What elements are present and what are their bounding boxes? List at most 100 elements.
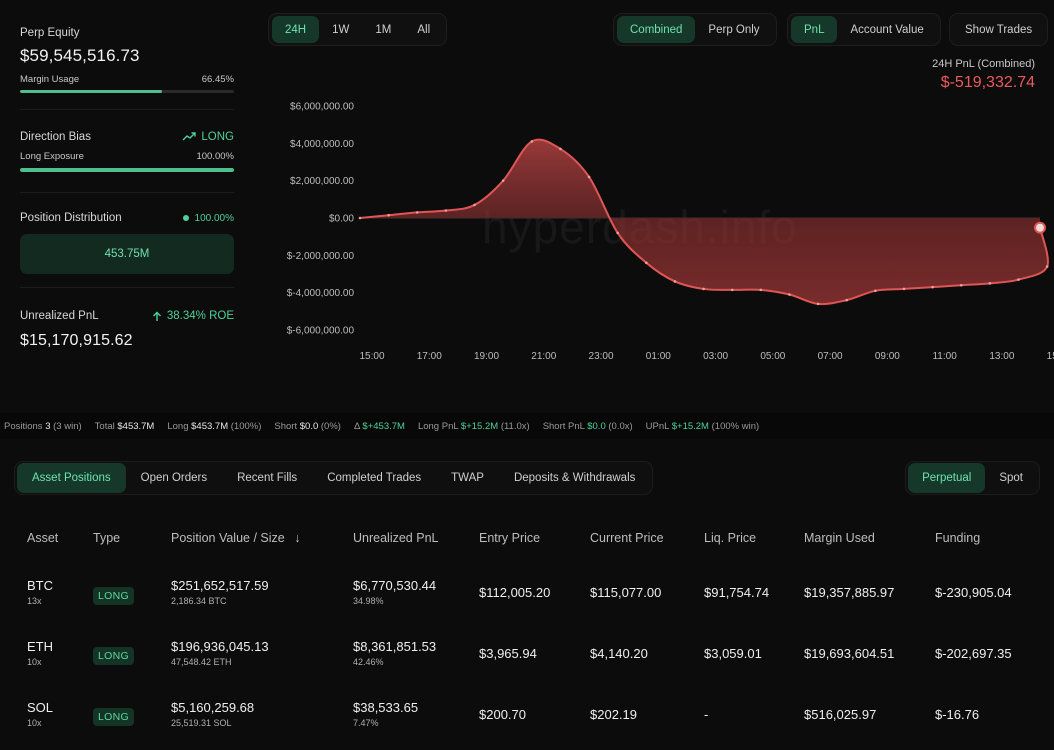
upnl-label: UPnL <box>645 420 670 432</box>
show-trades-button[interactable]: Show Trades <box>965 23 1033 36</box>
pnl-value: $-519,332.74 <box>940 74 1035 91</box>
x-tick-label: 05:00 <box>760 351 785 362</box>
range-tab-24h[interactable]: 24H <box>272 16 320 43</box>
data-point <box>730 288 734 292</box>
data-point <box>473 203 476 207</box>
margin-used: $19,357,885.97 <box>804 585 895 600</box>
pnl-chart[interactable]: $6,000,000.00 $4,000,000.00 $2,000,000.00 $… <box>262 92 1054 372</box>
funding: $-202,697.35 <box>935 646 1012 661</box>
account-summary-panel: Perp Equity $59,545,516.73 Margin Usage … <box>0 0 254 410</box>
tab-deposits-withdrawals[interactable]: Deposits & Withdrawals <box>513 472 636 484</box>
tab-asset-positions[interactable]: Asset Positions <box>17 463 126 493</box>
arrow-up-icon <box>152 311 161 321</box>
position-value: $196,936,045.13 <box>171 639 269 654</box>
range-tab-1w[interactable]: 1W <box>332 23 350 36</box>
header-asset[interactable]: Asset <box>27 531 59 545</box>
long-pnl-ratio: (11.0x) <box>500 420 530 432</box>
pnl-line <box>359 138 1049 306</box>
asset-symbol: SOL <box>27 700 54 715</box>
mode-tab-combined[interactable]: Combined <box>617 16 696 43</box>
long-pnl-label: Long PnL <box>417 420 459 432</box>
short-value: $0.0 <box>299 420 319 432</box>
x-tick-label: 11:00 <box>932 351 957 362</box>
data-point <box>645 261 648 265</box>
y-axis: $6,000,000.00 $4,000,000.00 $2,000,000.00 $… <box>287 102 355 337</box>
mode-tab-perp-only[interactable]: Perp Only <box>708 23 760 36</box>
positions-summary-strip: Positions 3 (3 win) Total $453.7M Long $… <box>0 413 1054 439</box>
x-axis: 15:00 17:00 19:00 21:00 23:00 01:00 03:00 05:00… <box>359 351 1054 362</box>
position-tabs: Asset Positions Open Orders Recent Fills… <box>14 461 654 495</box>
tab-spot[interactable]: Spot <box>999 472 1023 484</box>
side-badge: LONG <box>93 647 134 665</box>
data-points <box>358 140 1049 306</box>
side-badge: LONG <box>93 708 134 726</box>
entry-price: $200.70 <box>479 707 526 722</box>
trend-up-icon <box>182 132 197 141</box>
metric-tab-pnl[interactable]: PnL <box>791 16 838 43</box>
tab-twap[interactable]: TWAP <box>451 472 484 484</box>
y-tick-label: $0.00 <box>329 214 354 225</box>
margin-usage-bar-fill <box>20 90 163 93</box>
header-entry-price[interactable]: Entry Price <box>479 531 541 545</box>
header-margin-used[interactable]: Margin Used <box>804 531 875 545</box>
position-value: $251,652,517.59 <box>171 578 269 593</box>
x-tick-label: 03:00 <box>703 351 728 362</box>
x-tick-label: 07:00 <box>818 351 843 362</box>
header-current-price[interactable]: Current Price <box>590 531 664 545</box>
current-value-marker[interactable] <box>1034 221 1046 234</box>
unrealized-pnl-value: $15,170,915.62 <box>20 332 133 349</box>
margin-usage-value: 66.45% <box>201 74 234 85</box>
distribution-bar[interactable]: 453.75M <box>20 234 234 274</box>
liq-price: - <box>704 707 709 722</box>
perp-equity-section: Perp Equity $59,545,516.73 Margin Usage … <box>20 27 234 93</box>
metric-tab-account-value[interactable]: Account Value <box>850 23 924 36</box>
x-tick-label: 09:00 <box>875 351 900 362</box>
tab-open-orders[interactable]: Open Orders <box>140 472 208 484</box>
range-tab-1m[interactable]: 1M <box>375 23 392 36</box>
tab-recent-fills[interactable]: Recent Fills <box>237 472 298 484</box>
tab-perpetual[interactable]: Perpetual <box>908 463 986 493</box>
direction-bias-value: LONG <box>201 131 234 143</box>
short-label: Short <box>274 420 298 432</box>
header-funding[interactable]: Funding <box>935 531 981 545</box>
funding: $-16.76 <box>935 707 980 722</box>
header-liq-price[interactable]: Liq. Price <box>704 531 757 545</box>
x-tick-label: 13:00 <box>989 351 1014 362</box>
data-point <box>415 211 419 214</box>
data-point <box>702 287 705 291</box>
data-point <box>1017 278 1020 281</box>
data-point <box>959 283 963 287</box>
direction-bias-label: Direction Bias <box>20 131 91 143</box>
entry-price: $112,005.20 <box>479 585 551 600</box>
total-value: $453.7M <box>117 420 155 432</box>
header-position-value[interactable]: Position Value / Size ↓ <box>171 531 300 545</box>
liq-price: $3,059.01 <box>704 646 762 661</box>
data-point <box>387 213 390 217</box>
funding: $-230,905.04 <box>935 585 1012 600</box>
unrealized-pnl-pct: 7.47% <box>353 718 379 728</box>
data-point <box>1045 265 1049 268</box>
delta-label: Δ <box>353 420 360 432</box>
current-price: $115,077.00 <box>590 585 662 600</box>
long-exposure-value: 100.00% <box>196 151 234 162</box>
position-size: 25,519.31 SOL <box>171 718 232 728</box>
asset-leverage: 10x <box>27 657 42 667</box>
metric-tabs: PnL Account Value <box>787 13 941 46</box>
range-tabs: 24H 1W 1M All <box>268 13 448 46</box>
data-point <box>444 209 448 212</box>
distribution-bar-value: 453.75M <box>104 248 150 260</box>
short-pnl-label: Short PnL <box>542 420 585 432</box>
asset-leverage: 10x <box>27 718 42 728</box>
data-point <box>902 287 906 291</box>
long-pnl-value: $+15.2M <box>460 420 499 432</box>
data-point <box>616 231 619 235</box>
range-tab-all[interactable]: All <box>417 23 431 36</box>
long-pct: (100%) <box>230 420 262 432</box>
positions-count: 3 <box>45 420 51 432</box>
unrealized-pnl-pct: 34.98% <box>353 596 384 606</box>
tab-completed-trades[interactable]: Completed Trades <box>327 472 422 484</box>
header-type[interactable]: Type <box>93 531 121 545</box>
x-tick-label: 01:00 <box>646 351 671 362</box>
header-unrealized-pnl[interactable]: Unrealized PnL <box>353 531 439 545</box>
data-point <box>673 280 677 283</box>
